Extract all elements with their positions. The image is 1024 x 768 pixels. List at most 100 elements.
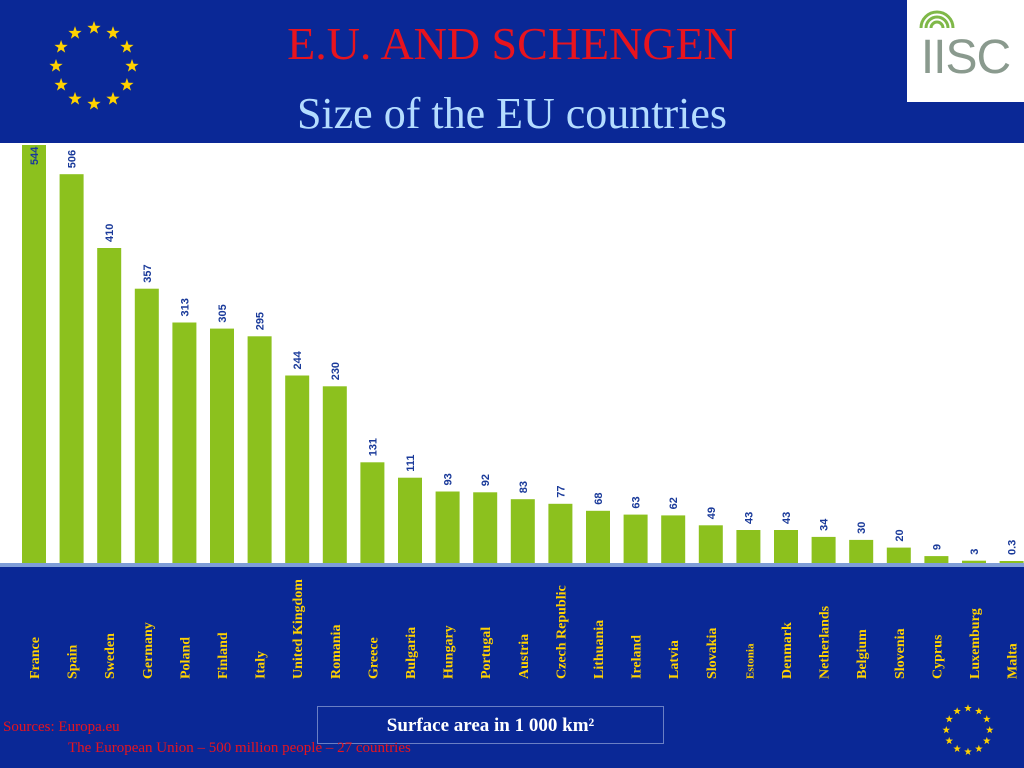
star-icon [953,707,961,715]
bar [999,561,1024,563]
value-label: 20 [894,529,906,541]
bar [698,525,723,563]
category-label: Malta [1006,643,1021,679]
sources-subtext: The European Union – 500 million people … [68,740,411,756]
bar [360,462,385,563]
value-label: 295 [255,312,267,330]
category-label: Lithuania [592,620,607,679]
bar [586,510,610,564]
category-label: Ireland [630,635,645,679]
category-label: Romania [329,625,344,679]
value-label: 30 [856,522,868,534]
logo-text: IISC [920,31,1011,84]
star-icon [54,78,68,91]
star-icon [87,21,101,34]
star-icon [945,736,953,745]
value-label: 49 [706,507,718,519]
star-icon [120,78,134,91]
star-icon [106,26,120,39]
star-icon [49,59,63,72]
category-label: Finland [216,632,231,679]
value-label: 77 [555,486,567,498]
category-label: Denmark [780,622,795,679]
category-label: Netherlands [818,605,833,679]
star-icon [964,747,972,755]
eu-flag-icon [49,21,139,110]
bar [435,491,460,563]
bar [811,536,836,563]
star-icon [975,707,983,715]
value-label: 3 [969,549,981,555]
value-label: 230 [330,362,342,380]
category-label: United Kingdom [291,579,306,679]
star-icon [983,736,991,745]
category-label: Hungary [442,625,457,679]
value-label: 544 [29,146,41,165]
value-label: 506 [67,150,79,168]
category-label: Bulgaria [404,627,419,679]
category-label: Luxemburg [968,608,983,679]
bar [285,375,310,563]
bar [886,547,911,563]
category-label: Belgium [855,629,870,679]
value-label: 0.3 [1007,540,1019,555]
star-icon [985,726,994,734]
bar [247,336,272,563]
value-label: 9 [931,544,943,550]
value-label: 305 [217,304,229,322]
star-icon [983,715,991,723]
x-axis-label: Surface area in 1 000 km² [317,706,664,744]
value-label: 244 [292,350,304,369]
header: E.U. AND SCHENGEN Size of the EU countri… [0,0,1024,143]
bar [172,322,197,563]
bar [849,539,874,563]
star-icon [942,726,951,734]
category-label: Slovakia [705,628,720,679]
category-label: Slovenia [893,628,908,679]
page-title: E.U. AND SCHENGEN [287,18,737,69]
star-icon [106,91,120,105]
star-icon [68,26,82,39]
bar [97,248,122,563]
star-icon [964,704,972,712]
bar [22,145,46,563]
bar [510,499,535,563]
bar [322,386,347,563]
category-label: Italy [254,651,269,679]
bar [548,503,573,563]
bar [962,560,986,563]
bar [661,515,686,563]
value-label: 93 [443,473,455,485]
value-label: 68 [593,493,605,505]
star-icon [54,40,68,53]
star-icon [975,744,983,753]
value-label: 62 [668,497,680,509]
bar [774,530,798,563]
eu-flag-icon [942,704,994,755]
star-icon [68,91,82,105]
bar [210,328,234,563]
star-icon [125,59,139,72]
star-icon [87,97,101,110]
category-label: Cyprus [930,634,945,679]
bar [736,530,761,563]
category-label: Germany [141,622,156,679]
bar [134,288,159,563]
value-label: 131 [367,438,379,456]
category-label: France [28,637,43,679]
sources-text: Sources: Europa.eu [3,719,120,735]
value-label: 83 [518,481,530,493]
bar [924,556,949,563]
value-label: 357 [142,264,154,282]
category-label: Spain [66,645,81,679]
value-label: 92 [480,474,492,486]
category-label: Austria [517,634,532,679]
value-label: 63 [631,496,643,508]
page-subtitle: Size of the EU countries [296,89,728,138]
value-label: 410 [104,224,116,242]
star-icon [945,715,953,723]
value-label: 43 [781,512,793,524]
category-label: Poland [178,637,193,679]
logo-arc-icon [919,10,955,29]
